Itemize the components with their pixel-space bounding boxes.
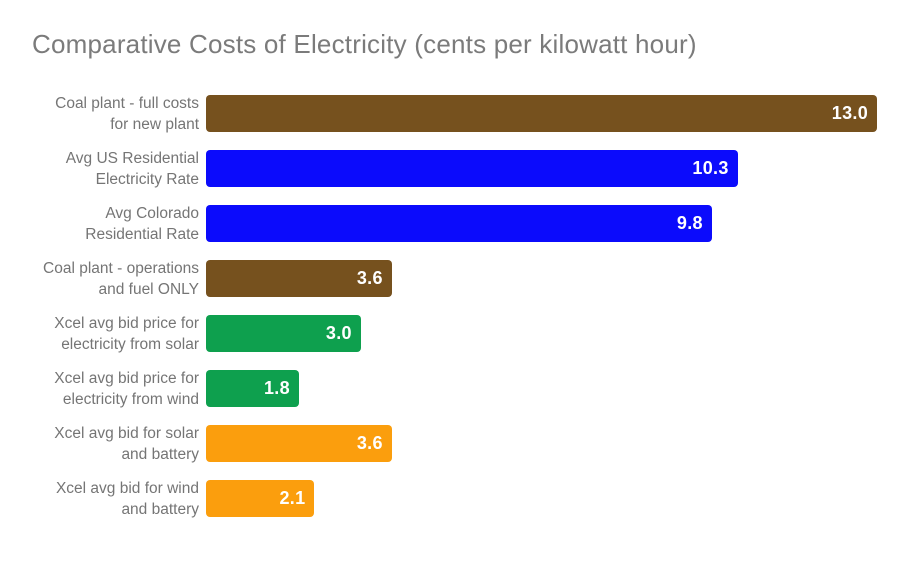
- category-label: Xcel avg bid price for electricity from …: [54, 314, 199, 353]
- bar-row-wind-battery: Xcel avg bid for wind and battery 2.1: [0, 479, 877, 518]
- bar-row-us-residential: Avg US Residential Electricity Rate 10.3: [0, 149, 877, 188]
- bar-track: 13.0: [206, 95, 877, 132]
- bar-us-residential: 10.3: [206, 150, 738, 187]
- chart-title: Comparative Costs of Electricity (cents …: [32, 29, 697, 59]
- category-label: Coal plant - full costs for new plant: [55, 94, 199, 133]
- category-label: Avg US Residential Electricity Rate: [65, 149, 199, 188]
- category-label: Xcel avg bid for wind and battery: [55, 479, 199, 518]
- bar-row-coal-operations: Coal plant - operations and fuel ONLY 3.…: [0, 259, 877, 298]
- category-label: Xcel avg bid for solar and battery: [54, 424, 199, 463]
- bar-track: 9.8: [206, 205, 877, 242]
- category-label: Coal plant - operations and fuel ONLY: [43, 259, 199, 298]
- bar-track: 3.6: [206, 425, 877, 462]
- chart-rows: Coal plant - full costs for new plant 13…: [0, 95, 877, 535]
- bar-row-solar: Xcel avg bid price for electricity from …: [0, 314, 877, 353]
- bar-track: 10.3: [206, 150, 877, 187]
- bar-solar-battery: 3.6: [206, 425, 392, 462]
- bar-track: 2.1: [206, 480, 877, 517]
- bar-track: 1.8: [206, 370, 877, 407]
- bar-value-label: 1.8: [263, 378, 290, 398]
- bar-coal-operations: 3.6: [206, 260, 392, 297]
- bar-value-label: 13.0: [831, 103, 868, 123]
- bar-value-label: 10.3: [692, 158, 729, 178]
- bar-wind-battery: 2.1: [206, 480, 315, 517]
- bar-value-label: 3.6: [356, 433, 383, 453]
- bar-value-label: 3.0: [325, 323, 352, 343]
- bar-colorado-residential: 9.8: [206, 205, 712, 242]
- bar-value-label: 9.8: [676, 213, 703, 233]
- bar-track: 3.0: [206, 315, 877, 352]
- bar-wind: 1.8: [206, 370, 299, 407]
- bar-coal-full: 13.0: [206, 95, 877, 132]
- bar-row-wind: Xcel avg bid price for electricity from …: [0, 369, 877, 408]
- category-label: Xcel avg bid price for electricity from …: [54, 369, 199, 408]
- bar-row-colorado-residential: Avg Colorado Residential Rate 9.8: [0, 204, 877, 243]
- bar-row-coal-full: Coal plant - full costs for new plant 13…: [0, 94, 877, 133]
- category-label: Avg Colorado Residential Rate: [85, 204, 199, 243]
- bar-value-label: 3.6: [356, 268, 383, 288]
- bar-solar: 3.0: [206, 315, 361, 352]
- bar-track: 3.6: [206, 260, 877, 297]
- bar-row-solar-battery: Xcel avg bid for solar and battery 3.6: [0, 424, 877, 463]
- bar-value-label: 2.1: [279, 488, 306, 508]
